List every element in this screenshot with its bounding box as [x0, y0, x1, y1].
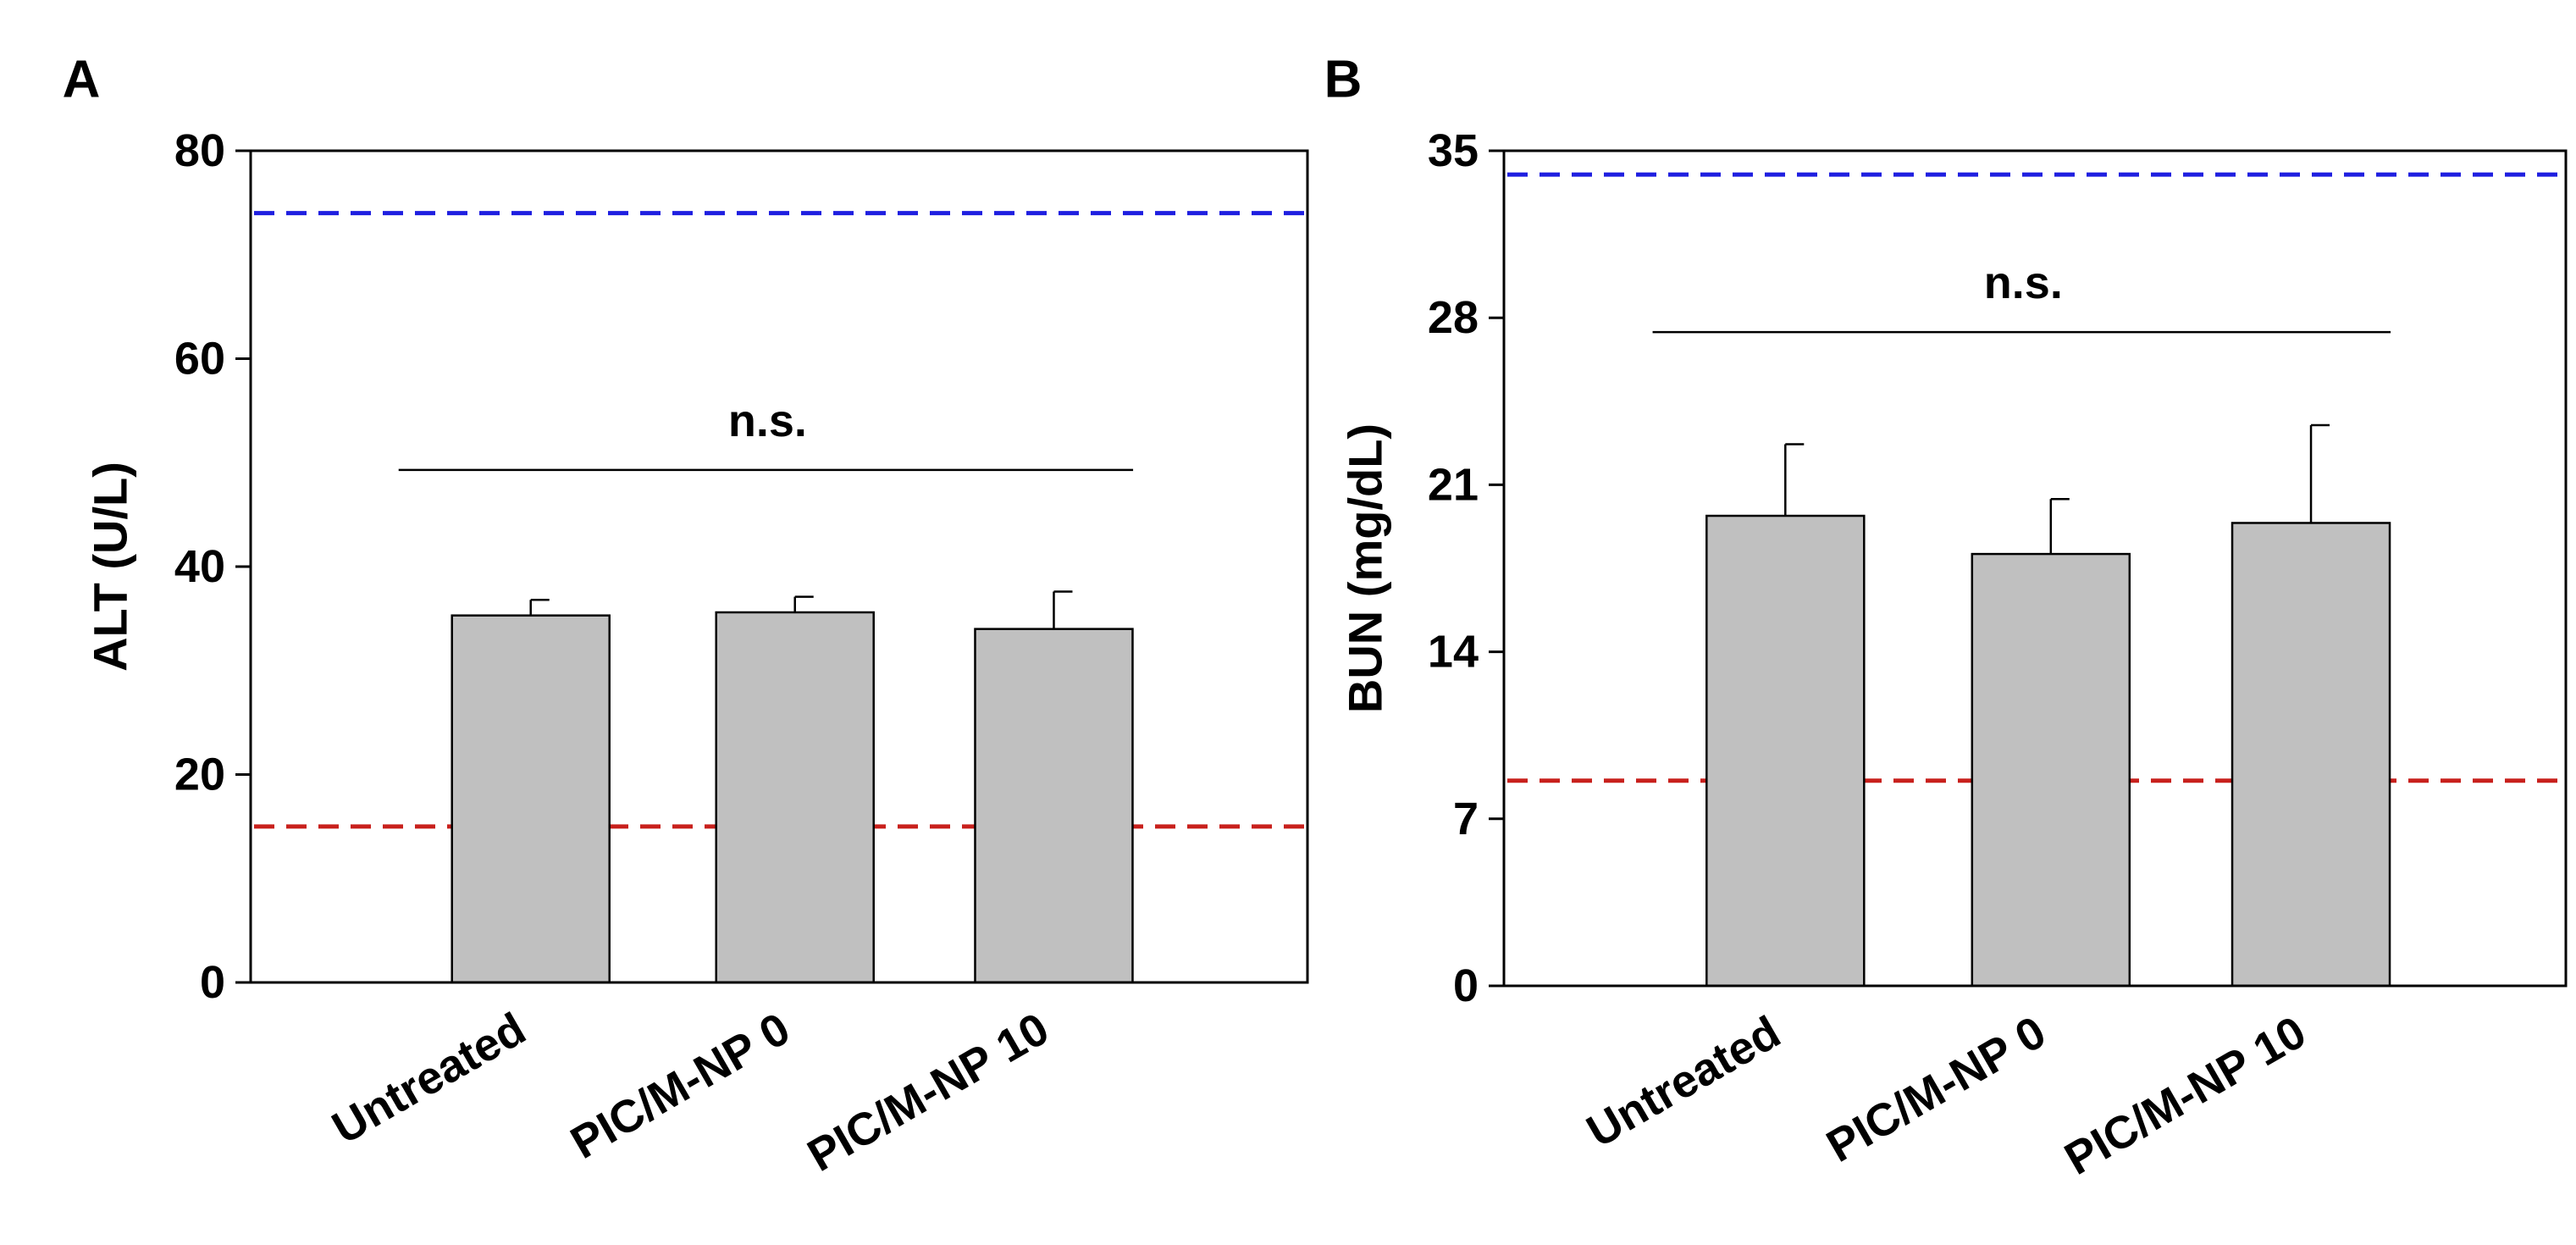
panel-label: A [63, 50, 101, 108]
category-label: PIC/M-NP 10 [799, 1003, 1058, 1181]
y-tick-label: 40 [174, 541, 225, 592]
panel-a: A Untreated PIC/M-NP 0 PIC/M-NP 10 n.s. 0 20 40… [63, 50, 1309, 1181]
bar [974, 628, 1134, 984]
y-tick-label: 80 [174, 125, 225, 176]
category-label: PIC/M-NP 10 [2056, 1006, 2314, 1185]
y-tick-label: 21 [1428, 459, 1479, 510]
significance-label: n.s. [728, 396, 807, 446]
bar [1705, 514, 1866, 988]
panel-label: B [1324, 50, 1363, 108]
y-tick-label: 35 [1428, 125, 1479, 176]
y-tick-label: 0 [200, 957, 225, 1008]
plot-frame [1502, 149, 2568, 988]
y-tick-label: 0 [1453, 960, 1479, 1011]
bar [451, 614, 611, 984]
category-label: Untreated [1578, 1006, 1788, 1157]
significance-label: n.s. [1984, 257, 2063, 308]
y-tick-label: 28 [1428, 292, 1479, 343]
y-tick-label: 20 [174, 750, 225, 800]
y-axis-label: ALT (U/L) [84, 462, 137, 672]
panel-b: B Untreated PIC/M-NP 0 PIC/M-NP 10 n.s. 0 7 14 2… [1324, 50, 2568, 1185]
bar [1971, 552, 2131, 988]
bar [2231, 522, 2391, 988]
y-tick-label: 7 [1453, 794, 1479, 844]
category-label: PIC/M-NP 0 [1818, 1006, 2054, 1171]
y-axis-label: BUN (mg/dL) [1339, 423, 1392, 713]
y-tick-label: 60 [174, 334, 225, 385]
category-label: Untreated [323, 1003, 533, 1154]
bar [715, 611, 875, 984]
category-label: PIC/M-NP 0 [562, 1003, 799, 1168]
y-tick-label: 14 [1428, 627, 1479, 678]
